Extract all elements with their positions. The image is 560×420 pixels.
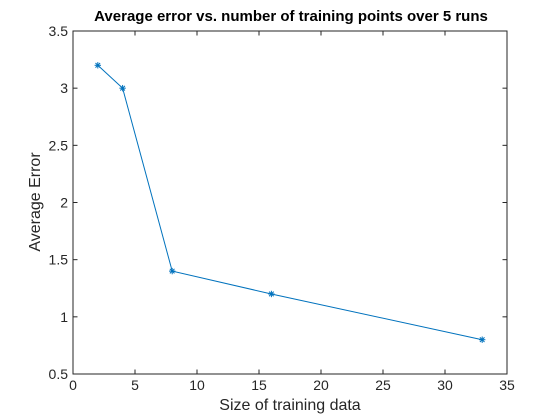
data-point-marker — [479, 336, 486, 343]
x-tick-label: 30 — [437, 377, 453, 393]
y-tick-label: 1 — [60, 309, 68, 325]
series-layer — [94, 62, 486, 343]
x-axis-ticks: 0 5 10 15 20 25 30 35 — [69, 31, 515, 393]
y-tick-label: 2 — [60, 195, 68, 211]
y-tick-label: 0.5 — [49, 366, 69, 382]
y-tick-label: 1.5 — [49, 252, 69, 268]
chart-title: Average error vs. number of training poi… — [94, 8, 488, 25]
x-tick-label: 5 — [131, 377, 139, 393]
x-tick-label: 0 — [69, 377, 77, 393]
x-axis-label: Size of training data — [219, 397, 361, 414]
data-point-marker — [94, 62, 101, 69]
data-point-marker — [169, 267, 176, 275]
data-point-marker — [268, 290, 275, 298]
x-tick-label: 35 — [499, 377, 515, 393]
y-tick-label: 2.5 — [49, 137, 69, 153]
y-tick-label: 3 — [60, 80, 68, 96]
axes-box — [72, 30, 508, 375]
y-axis-ticks: 0.5 1 1.5 2 2.5 3 3.5 — [49, 23, 507, 382]
y-axis-label: Average Error — [27, 152, 44, 252]
x-tick-label: 20 — [313, 377, 329, 393]
y-tick-label: 3.5 — [49, 23, 69, 39]
data-point-marker — [119, 84, 126, 92]
x-tick-label: 10 — [189, 377, 205, 393]
x-tick-label: 25 — [375, 377, 391, 393]
plot-area: 0 5 10 15 20 25 30 35 0.5 1 1.5 2 2.5 3 3.5 — [49, 23, 515, 393]
x-tick-label: 15 — [251, 377, 267, 393]
